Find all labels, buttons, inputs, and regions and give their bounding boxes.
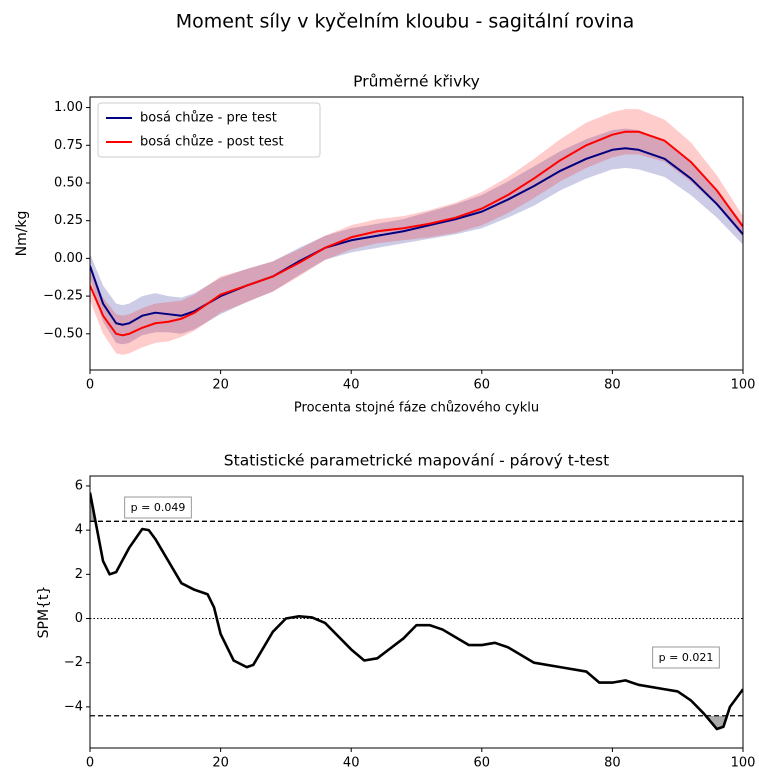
y-tick-label: −0.50 [43, 326, 83, 341]
axes-frame [89, 96, 744, 371]
error-band [90, 128, 743, 345]
y-axis-label: Nm/kg [14, 211, 30, 257]
annotation: p = 0.049 [131, 501, 186, 514]
y-tick-label: −0.25 [43, 289, 83, 304]
y-tick-label: 0.50 [54, 175, 83, 190]
legend-label: bosá chůze - post test [140, 135, 284, 150]
y-tick-label: 0.75 [54, 138, 83, 153]
x-tick-label: 20 [212, 756, 229, 771]
x-tick-label: 100 [731, 756, 756, 771]
legend-label: bosá chůze - pre test [140, 111, 277, 126]
plot-area [90, 492, 743, 731]
axes-title: Statistické parametrické mapování - páro… [224, 452, 609, 470]
annotation: p = 0.021 [659, 651, 714, 664]
y-tick-label: −2 [64, 655, 83, 670]
series-line [90, 492, 743, 731]
series-line [90, 130, 743, 337]
y-axis-label: SPM{t} [36, 586, 52, 639]
error-band [90, 109, 743, 355]
y-tick-label: 1.00 [54, 100, 83, 115]
x-tick-label: 40 [343, 756, 360, 771]
x-tick-label: 80 [604, 378, 621, 393]
x-tick-label: 100 [731, 378, 756, 393]
x-tick-label: 40 [343, 378, 360, 393]
axes-frame [89, 475, 744, 749]
y-tick-label: 0 [75, 611, 83, 626]
y-tick-label: −4 [64, 699, 83, 714]
annotation-box [124, 496, 192, 519]
suprathreshold-area [90, 492, 96, 522]
series-line [90, 147, 743, 326]
legend-box [97, 102, 321, 158]
x-tick-label: 60 [474, 378, 491, 393]
figure-title: Moment síly v kyčelním kloubu - sagitáln… [176, 11, 634, 33]
x-tick-label: 0 [86, 378, 94, 393]
plot-area [90, 109, 743, 355]
y-tick-label: 0.00 [54, 251, 83, 266]
axes-title: Průměrné křivky [353, 73, 480, 91]
annotation-box [652, 646, 720, 669]
x-axis-label: Procenta stojné fáze chůzového cyklu [294, 401, 539, 416]
x-tick-label: 0 [86, 756, 94, 771]
y-tick-label: 2 [75, 567, 83, 582]
x-tick-label: 80 [604, 756, 621, 771]
y-tick-label: 4 [75, 523, 83, 538]
x-tick-label: 60 [474, 756, 491, 771]
y-tick-label: 6 [75, 478, 83, 493]
x-tick-label: 20 [212, 378, 229, 393]
y-tick-label: 0.25 [54, 213, 83, 228]
suprathreshold-area [705, 715, 728, 729]
